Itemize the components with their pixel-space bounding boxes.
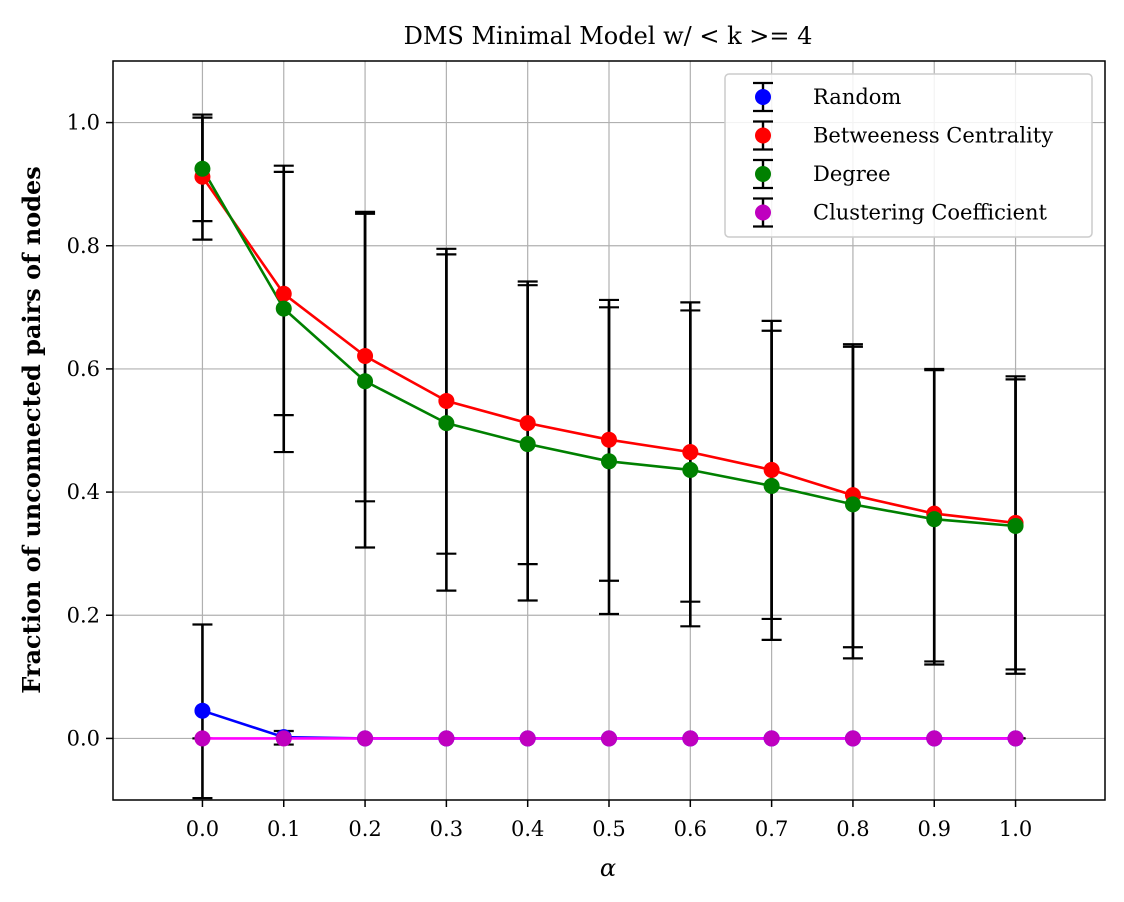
data-point [1007, 730, 1024, 747]
data-point [194, 160, 211, 177]
x-axis-title: α [600, 854, 616, 882]
legend-items: Random Betweeness Centrality Degree Cluster… [753, 81, 1053, 228]
data-point [926, 730, 943, 747]
data-point [357, 347, 374, 364]
data-point [438, 730, 455, 747]
x-tick-label: 0.8 [836, 817, 869, 841]
x-tick-label: 0.9 [918, 817, 951, 841]
data-point [1007, 517, 1024, 534]
axis-ticks: 0.0 0.1 0.2 0.3 0.4 0.5 0.6 0.7 0.8 0.9 1.0 0.0 0.2 0… [67, 111, 1033, 841]
data-point [682, 730, 699, 747]
data-point [844, 730, 861, 747]
data-point [275, 300, 292, 317]
y-tick-label: 0.0 [67, 726, 100, 750]
data-point [601, 431, 617, 448]
data-point [357, 730, 374, 747]
legend-label: Clustering Coefficient [813, 201, 1048, 225]
y-tick-label: 0.4 [67, 480, 100, 504]
data-point [275, 285, 292, 302]
x-tick-label: 0.4 [511, 817, 544, 841]
legend-box [724, 73, 1093, 238]
data-point [519, 730, 536, 747]
data-point [438, 392, 455, 409]
legend-label: Betweeness Centrality [813, 124, 1053, 148]
data-point [682, 461, 699, 478]
data-point [519, 415, 536, 432]
y-axis-title: Fraction of unconnected pairs of nodes [17, 166, 46, 694]
data-point [275, 730, 292, 747]
data-point [438, 415, 455, 432]
legend-marker [755, 204, 771, 221]
legend-marker [755, 166, 771, 182]
data-point [763, 730, 780, 747]
data-point [682, 444, 699, 461]
data-point [763, 461, 780, 478]
x-tick-label: 0.1 [267, 817, 300, 841]
data-point [357, 373, 374, 390]
data-point [763, 477, 780, 494]
x-tick-label: 0.2 [348, 817, 381, 841]
y-tick-label: 0.6 [67, 357, 100, 381]
y-tick-label: 0.8 [67, 234, 100, 258]
x-tick-label: 0.6 [674, 817, 707, 841]
legend-label: Degree [813, 162, 891, 186]
y-tick-label: 0.2 [67, 603, 100, 627]
x-tick-label: 0.0 [186, 817, 219, 841]
data-point [926, 511, 943, 528]
x-tick-label: 1.0 [999, 817, 1032, 841]
data-point [194, 730, 211, 747]
chart-title: DMS Minimal Model w/ < k >= 4 [404, 22, 813, 50]
x-tick-label: 0.7 [755, 817, 788, 841]
series-points [194, 160, 1024, 747]
data-point [601, 730, 617, 747]
x-tick-label: 0.5 [592, 817, 625, 841]
x-tick-label: 0.3 [430, 817, 463, 841]
data-point [844, 496, 861, 513]
y-tick-label: 1.0 [67, 111, 100, 135]
data-point [601, 453, 617, 470]
data-point [194, 702, 211, 719]
legend-marker [755, 127, 771, 144]
legend: Random Betweeness Centrality Degree Cluster… [724, 73, 1093, 238]
legend-label: Random [813, 85, 901, 109]
legend-marker [755, 89, 771, 105]
data-point [519, 436, 536, 453]
